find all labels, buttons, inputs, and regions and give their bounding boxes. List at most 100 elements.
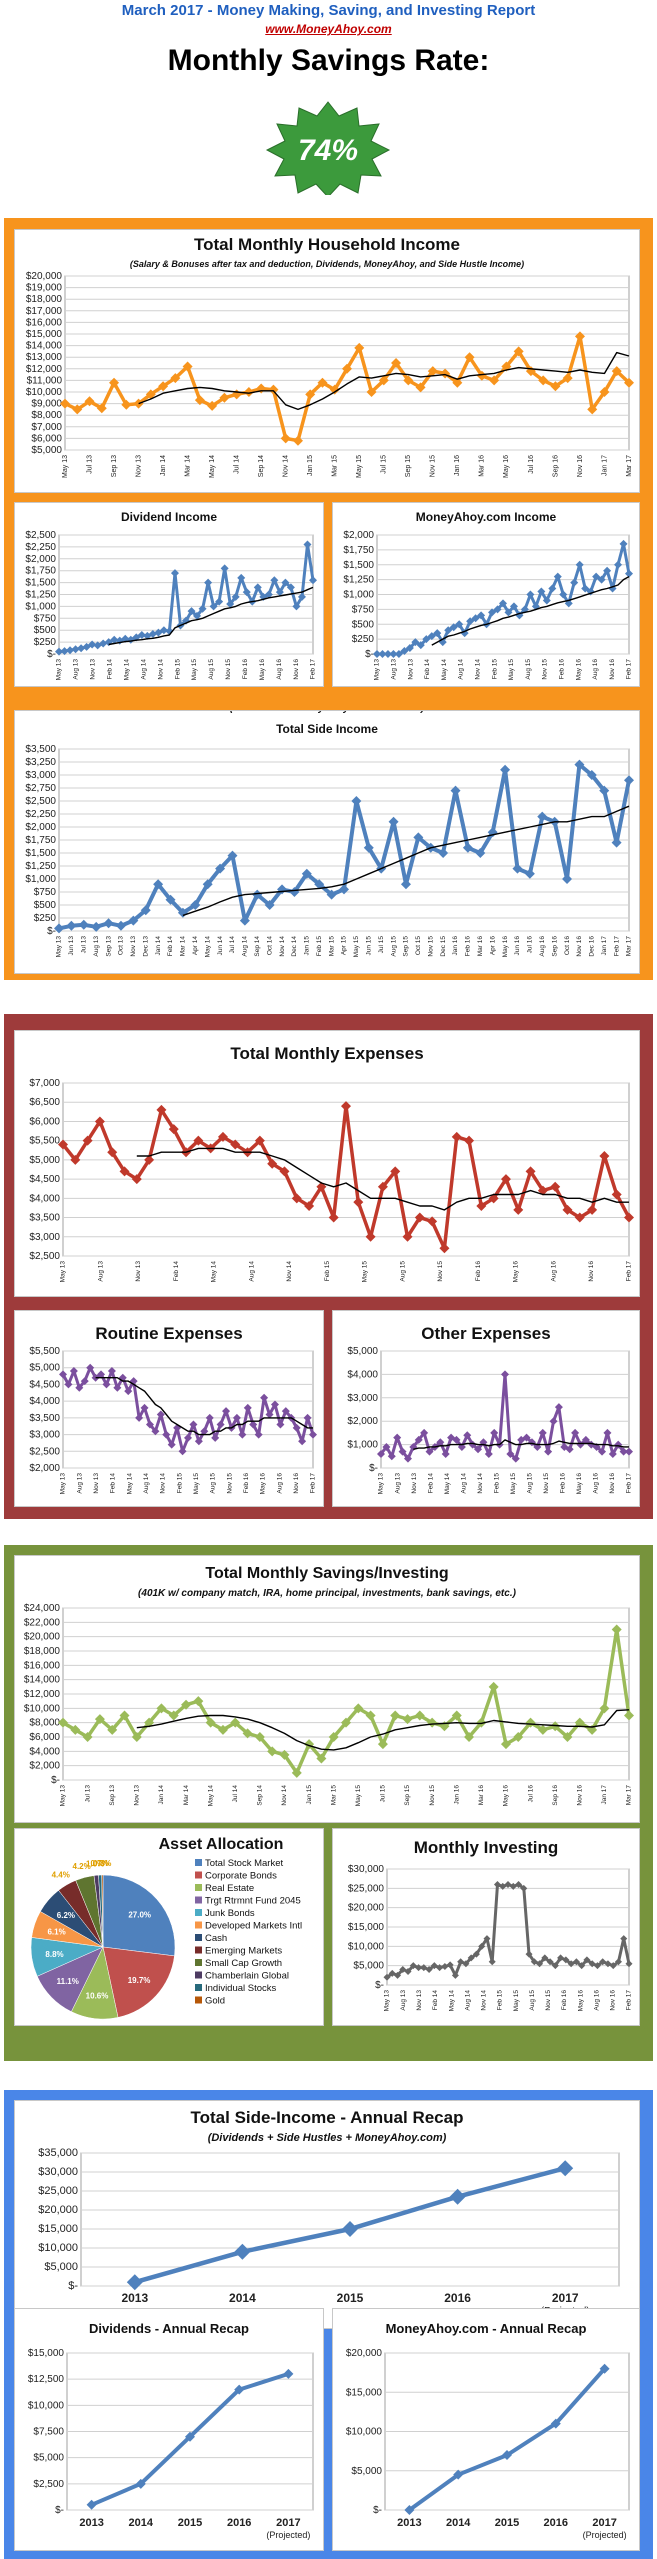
data-point: [420, 1428, 429, 1437]
data-point: [564, 599, 573, 608]
data-point: [504, 608, 513, 617]
data-point: [158, 381, 169, 392]
y-tick-label: $20,000: [346, 2348, 383, 2359]
data-point: [281, 1407, 290, 1416]
total-expenses-chart-svg: Total Monthly Expenses $2,500 $3,000 $3,500…: [29, 1044, 634, 1282]
data-point: [581, 584, 590, 593]
legend-label: Trgt Rtrmnt Fund 2045: [205, 1896, 301, 1907]
data-point: [403, 1454, 412, 1463]
data-point: [625, 569, 633, 578]
x-tick-label: Aug 14: [140, 659, 147, 680]
y-tick-label: $2,000: [29, 1761, 60, 1772]
data-point: [219, 392, 230, 403]
monthly-investing-chart: Monthly Investing $- $5,000 $10,000 $15,000 $…: [332, 1828, 640, 2026]
x-tick-label: Aug 16: [593, 1473, 600, 1494]
report-title: March 2017 - Money Making, Saving, and I…: [121, 2, 536, 19]
x-tick-label: Nov 16: [576, 936, 583, 957]
data-point: [427, 366, 438, 377]
legend-swatch: [195, 1996, 202, 2004]
data-point: [253, 583, 262, 592]
data-point: [409, 1962, 417, 1970]
x-tick-label: Aug 15: [527, 1473, 534, 1494]
y-tick-label: $1,750: [25, 835, 56, 846]
x-tick-label: Jul 16: [527, 1785, 534, 1803]
data-point: [107, 1367, 116, 1376]
x-tick-label: Mar 17: [626, 455, 633, 477]
trend-line: [182, 805, 630, 917]
data-point: [66, 646, 75, 655]
data-point: [151, 1427, 160, 1436]
data-point: [586, 587, 595, 596]
site-url: www.MoneyAhoy.com: [265, 22, 392, 36]
y-tick-label: $750: [34, 613, 57, 624]
x-tick-label: Aug 13: [394, 1473, 401, 1494]
x-tick-label: Sep 13: [109, 1785, 116, 1806]
y-tick-label: $10,000: [38, 2242, 78, 2254]
x-tick-label: Aug 16: [539, 936, 546, 957]
legend-label: Developed Markets Intl: [205, 1921, 302, 1932]
x-tick-label: Nov 13: [93, 1473, 100, 1494]
slice-value-label: 6.2%: [57, 1911, 75, 1920]
y-tick-label: $5,000: [29, 1363, 60, 1374]
x-tick-label: Feb 17: [613, 936, 620, 957]
data-point: [58, 1717, 68, 1728]
data-point: [268, 384, 279, 395]
x-tick-label: Feb 17: [626, 1473, 633, 1494]
data-point: [624, 775, 634, 786]
data-point: [466, 617, 475, 626]
y-tick-label: $5,000: [33, 2453, 64, 2464]
data-point: [389, 650, 398, 658]
data-point: [430, 1962, 438, 1970]
data-point: [451, 1710, 462, 1721]
y-tick-label: $12,500: [28, 2374, 65, 2385]
data-point: [546, 1958, 554, 1966]
x-tick-label: Jun 13: [68, 936, 75, 956]
y-tick-label: $10,000: [24, 1703, 61, 1714]
slice-value-label: 4.2%: [73, 1862, 91, 1871]
y-tick-label: $3,500: [29, 1413, 60, 1424]
data-point: [414, 1212, 425, 1223]
data-point: [242, 1728, 253, 1739]
legend-label: Gold: [205, 1996, 225, 2007]
data-point: [513, 1732, 524, 1742]
x-tick-label: Feb 14: [167, 936, 174, 957]
y-tick-label: $-: [365, 649, 374, 660]
data-point: [121, 399, 132, 410]
x-tick-label: Feb 15: [491, 659, 498, 680]
x-tick-label: Nov 13: [135, 455, 142, 477]
x-tick-label: May 16: [260, 1473, 267, 1495]
data-point: [107, 1147, 118, 1158]
savings-rate-badge: 74%: [265, 101, 391, 195]
x-tick-label: Sep 13: [105, 936, 112, 957]
x-tick-label: Apr 14: [192, 936, 199, 956]
x-tick-label: May 14: [209, 455, 216, 478]
x-tick-label: Jan 16: [454, 455, 461, 476]
data-point: [512, 863, 523, 874]
x-tick-label: Mar 16: [477, 936, 484, 957]
legend-label: Total Stock Market: [205, 1858, 283, 1869]
moneyahoy-income-chart: MoneyAhoy.com Income $- $250 $500 $750 $1,000…: [332, 502, 640, 687]
data-point: [156, 1104, 167, 1115]
legend-label: Real Estate: [205, 1883, 254, 1894]
data-point: [513, 346, 524, 357]
x-tick-label: Nov 14: [283, 455, 290, 477]
data-point: [427, 632, 436, 641]
x-tick-label: Nov 16: [609, 1473, 616, 1494]
x-tick-label: Feb 15: [497, 1990, 504, 2011]
x-tick-label: Mar 16: [479, 455, 486, 477]
y-tick-label: $22,000: [24, 1617, 61, 1628]
y-tick-label: $3,250: [25, 757, 56, 768]
slice-value-label: 8.8%: [45, 1950, 63, 1959]
data-point: [400, 879, 411, 890]
data-point: [207, 400, 218, 411]
data-point: [599, 1151, 610, 1162]
data-point: [351, 796, 362, 806]
data-point: [82, 642, 91, 651]
data-point: [281, 578, 290, 587]
x-tick-label: Nov 14: [279, 936, 286, 957]
x-tick-label: Aug 15: [399, 1261, 406, 1282]
x-tick-label: Jul 15: [380, 1785, 387, 1803]
x-tick-label: Jan 15: [306, 1785, 313, 1805]
x-tick-label: Nov 15: [226, 1473, 233, 1494]
data-point: [341, 1101, 351, 1112]
